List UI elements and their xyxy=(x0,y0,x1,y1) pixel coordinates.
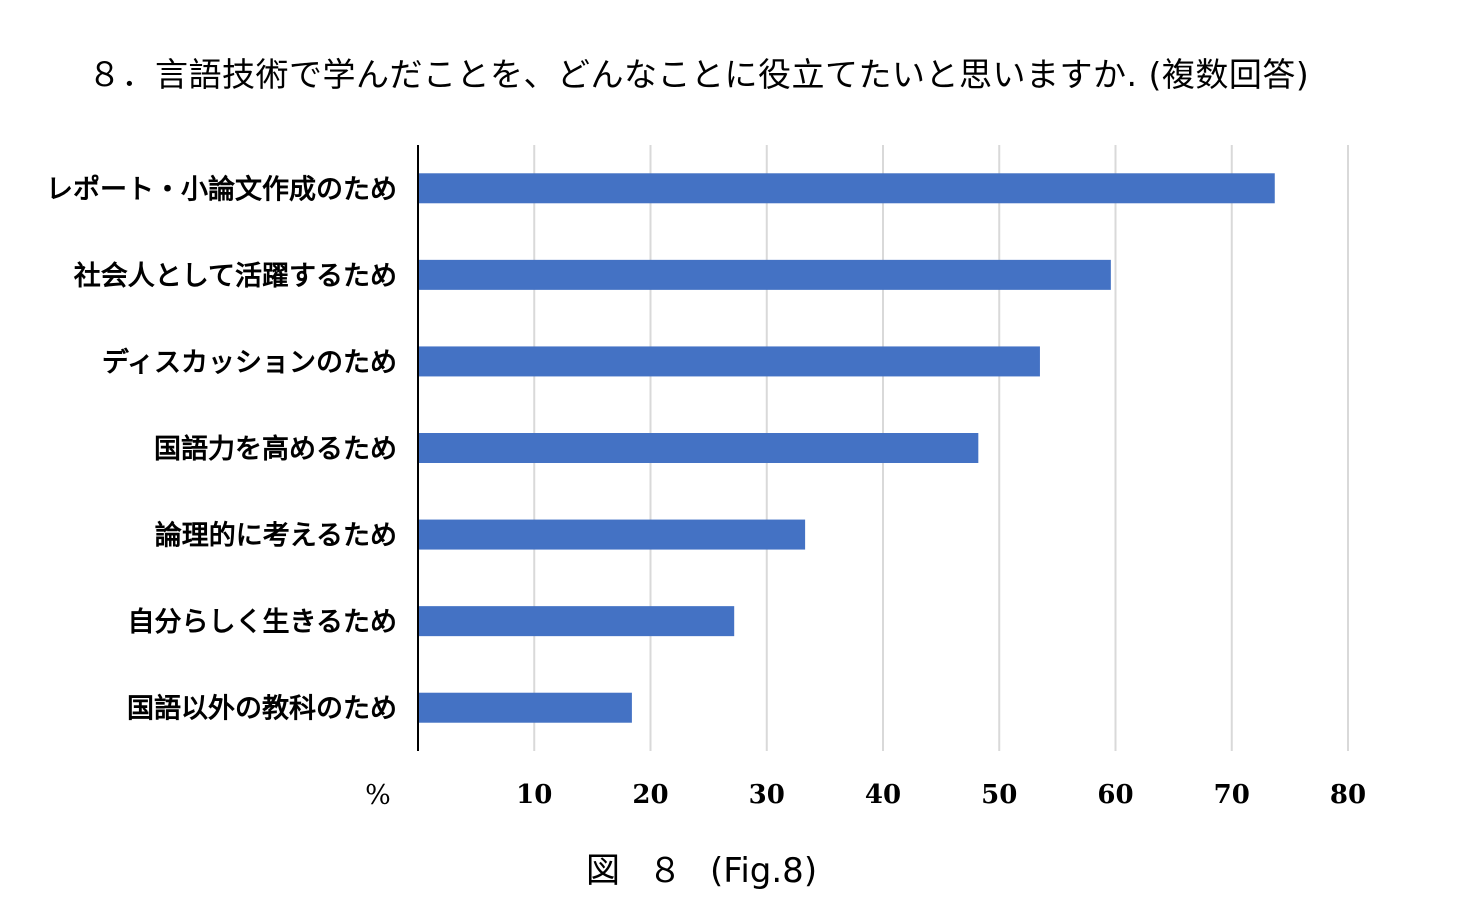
category-label: 社会人として活躍するため xyxy=(74,260,397,292)
bars xyxy=(418,173,1275,723)
bar xyxy=(418,606,735,637)
category-label: 自分らしく生きるため xyxy=(128,606,397,638)
x-tick-label: 80 xyxy=(1330,780,1366,810)
x-tick-label: 40 xyxy=(865,780,901,810)
bar xyxy=(418,692,632,723)
bar xyxy=(418,259,1111,290)
x-tick-label: 10 xyxy=(516,780,552,810)
x-tick-label: 70 xyxy=(1214,780,1250,810)
caption-fig-jp: 図 xyxy=(586,851,620,891)
bar xyxy=(418,346,1040,377)
category-label: 国語力を高めるため xyxy=(154,433,397,465)
x-tick-label: 60 xyxy=(1097,780,1133,810)
x-tick-label: 20 xyxy=(632,780,668,810)
bar xyxy=(418,519,806,550)
caption-fig-en: (Fig.8) xyxy=(710,851,818,891)
tick-labels: 10 20 30 40 50 60 70 80 xyxy=(516,780,1366,810)
category-label: 論理的に考えるため xyxy=(155,520,397,552)
x-tick-label: 30 xyxy=(749,780,785,810)
category-label: 国語以外の教科のため xyxy=(127,693,397,725)
caption-fig-num: ８ xyxy=(648,851,682,891)
category-labels: レポート・小論文作成のため社会人として活躍するためディスカッションのため国語力を… xyxy=(46,173,397,724)
category-label: ディスカッションのため xyxy=(102,346,397,378)
x-axis-unit-label: % xyxy=(365,780,391,811)
figure-caption: 図 ８ (Fig.8) xyxy=(586,843,817,892)
category-label: レポート・小論文作成のため xyxy=(46,173,397,205)
bar xyxy=(418,173,1275,204)
bar xyxy=(418,433,979,463)
x-tick-label: 50 xyxy=(981,780,1017,810)
chart-title: ８．言語技術で学んだことを、どんなことに役立てたいと思いますか. (複数回答) xyxy=(88,55,1310,94)
